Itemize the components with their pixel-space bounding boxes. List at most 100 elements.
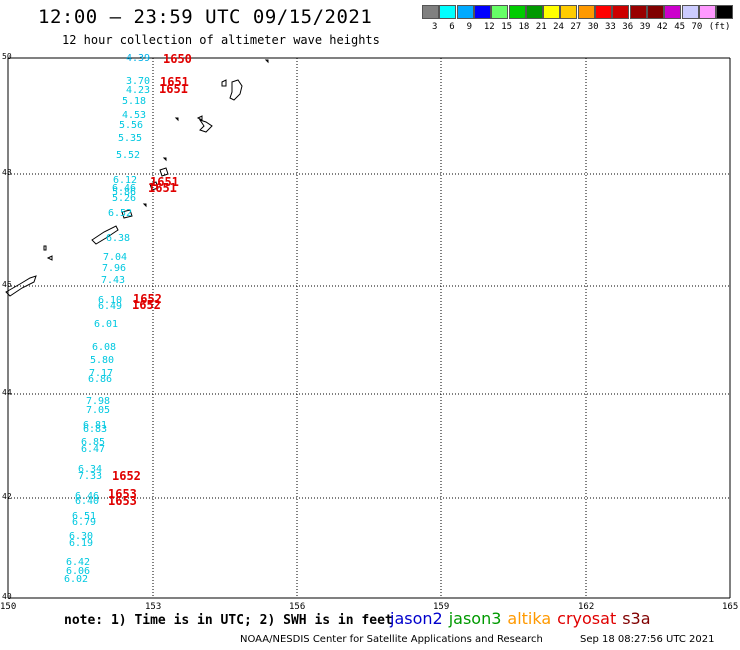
footer-note: note: 1) Time is in UTC; 2) SWH is in fe… bbox=[64, 613, 393, 628]
latitude-label: 46 bbox=[2, 280, 12, 289]
legend-label: 3 bbox=[432, 22, 438, 32]
legend-label: 27 bbox=[570, 22, 582, 32]
legend-label: (ft) bbox=[708, 22, 731, 32]
wave-height-value: 7.17 bbox=[89, 368, 114, 379]
wave-height-value: 6.19 bbox=[69, 538, 94, 549]
wave-height-value: 6.01 bbox=[94, 319, 119, 330]
wave-height-value: 6.52 bbox=[108, 208, 133, 219]
wave-height-value: 7.98 bbox=[86, 396, 111, 407]
latitude-label: 44 bbox=[2, 388, 12, 397]
legend-swatch bbox=[698, 5, 716, 19]
wave-height-value: 5.26 bbox=[112, 193, 137, 204]
wave-height-value: 6.40 bbox=[75, 496, 100, 507]
longitude-label: 153 bbox=[145, 602, 162, 612]
wave-height-value: 6.12 bbox=[113, 175, 138, 186]
legend-label: 42 bbox=[656, 22, 668, 32]
wave-height-value: 6.46 bbox=[75, 491, 100, 502]
legend-label: 15 bbox=[501, 22, 513, 32]
latitude-label: 50 bbox=[2, 52, 12, 61]
pass-time-label: 1651 bbox=[150, 175, 179, 189]
wave-height-value: 7.33 bbox=[78, 471, 103, 482]
legend-label: 6 bbox=[449, 22, 455, 32]
legend-swatch bbox=[508, 5, 526, 19]
pass-time-label: 1652 bbox=[112, 469, 141, 483]
wave-height-value: 6.30 bbox=[69, 531, 94, 542]
legend-label: 33 bbox=[605, 22, 616, 32]
wave-height-value: 4.53 bbox=[122, 110, 147, 121]
legend-label: 18 bbox=[518, 22, 530, 32]
longitude-label: 150 bbox=[0, 602, 17, 612]
satellite-name: cryosat bbox=[557, 609, 617, 628]
legend-label: 21 bbox=[535, 22, 547, 32]
legend-label: 70 bbox=[691, 22, 703, 32]
legend-swatch bbox=[646, 5, 664, 19]
pass-time-label: 1653 bbox=[108, 487, 137, 501]
generated-timestamp: Sep 18 08:27:56 UTC 2021 bbox=[580, 634, 715, 645]
legend-swatch bbox=[491, 5, 509, 19]
latitude-label: 40 bbox=[2, 592, 12, 601]
latitude-label: 42 bbox=[2, 492, 12, 501]
wave-height-value: 6.49 bbox=[98, 301, 123, 312]
wave-height-value: 6.42 bbox=[66, 557, 91, 568]
legend-swatch bbox=[577, 5, 595, 19]
legend-label: 36 bbox=[622, 22, 634, 32]
pass-time-label: 1651 bbox=[148, 181, 177, 195]
legend-swatch bbox=[473, 5, 491, 19]
pass-time-label: 1651 bbox=[159, 82, 188, 96]
wave-height-value: 6.38 bbox=[106, 233, 131, 244]
latitude-label: 48 bbox=[2, 168, 12, 177]
legend-label: 9 bbox=[466, 22, 473, 32]
wave-height-value: 5.35 bbox=[118, 133, 143, 144]
wave-height-value: 6.02 bbox=[64, 574, 89, 585]
wave-height-value: 7.96 bbox=[102, 263, 127, 274]
satellite-name: jason2 bbox=[390, 609, 443, 628]
legend-label: 45 bbox=[674, 22, 686, 32]
wave-height-value: 5.56 bbox=[119, 120, 144, 131]
wave-height-value: 4.39 bbox=[126, 53, 151, 64]
wave-height-value: 6.85 bbox=[81, 437, 106, 448]
wave-height-value: 6.06 bbox=[66, 566, 91, 577]
pass-time-label: 1650 bbox=[163, 52, 192, 66]
legend-swatch bbox=[595, 5, 612, 19]
legend-swatch bbox=[716, 5, 734, 19]
longitude-label: 162 bbox=[578, 602, 595, 612]
legend-swatch bbox=[456, 5, 474, 19]
page-title: 12:00 – 23:59 UTC 09/15/2021 bbox=[38, 6, 373, 28]
wave-height-value: 5.86 bbox=[112, 187, 137, 198]
wave-height-value: 7.04 bbox=[103, 252, 128, 263]
coastline bbox=[5, 59, 269, 297]
pass-time-label: 1652 bbox=[133, 292, 162, 306]
wave-height-value: 5.80 bbox=[90, 355, 115, 366]
wave-height-value: 3.70 bbox=[126, 76, 151, 87]
wave-height-value: 6.86 bbox=[88, 374, 113, 385]
wave-height-value: 7.05 bbox=[86, 405, 111, 416]
wave-height-value: 6.51 bbox=[72, 511, 97, 522]
page-subtitle: 12 hour collection of altimeter wave hei… bbox=[62, 33, 380, 47]
wave-height-value: 5.18 bbox=[122, 96, 147, 107]
satellite-name: altika bbox=[507, 609, 552, 628]
legend-swatch bbox=[560, 5, 578, 19]
pass-time-label: 1651 bbox=[160, 75, 189, 89]
pass-time-label: 1652 bbox=[132, 298, 161, 312]
satellite-name: jason3 bbox=[448, 609, 502, 628]
wave-height-value: 7.43 bbox=[101, 275, 126, 286]
legend-swatch bbox=[664, 5, 682, 19]
credit-line: NOAA/NESDIS Center for Satellite Applica… bbox=[240, 634, 543, 645]
wave-height-value: 6.08 bbox=[92, 342, 117, 353]
legend-swatch bbox=[525, 5, 543, 19]
satellite-name: s3a bbox=[622, 609, 651, 628]
legend-label: 30 bbox=[587, 22, 599, 32]
legend-swatch bbox=[612, 5, 630, 19]
wave-height-value: 6.34 bbox=[78, 464, 103, 475]
legend-swatch bbox=[543, 5, 561, 19]
pass-time-label: 1653 bbox=[108, 494, 137, 508]
longitude-label: 159 bbox=[433, 602, 450, 612]
legend-swatch bbox=[422, 5, 439, 19]
longitude-label: 156 bbox=[289, 602, 306, 612]
wave-height-value: 4.23 bbox=[126, 85, 151, 96]
legend-swatch bbox=[629, 5, 647, 19]
legend-label: 24 bbox=[553, 22, 564, 32]
wave-height-value: 6.10 bbox=[98, 295, 123, 306]
legend-swatch bbox=[681, 5, 699, 19]
